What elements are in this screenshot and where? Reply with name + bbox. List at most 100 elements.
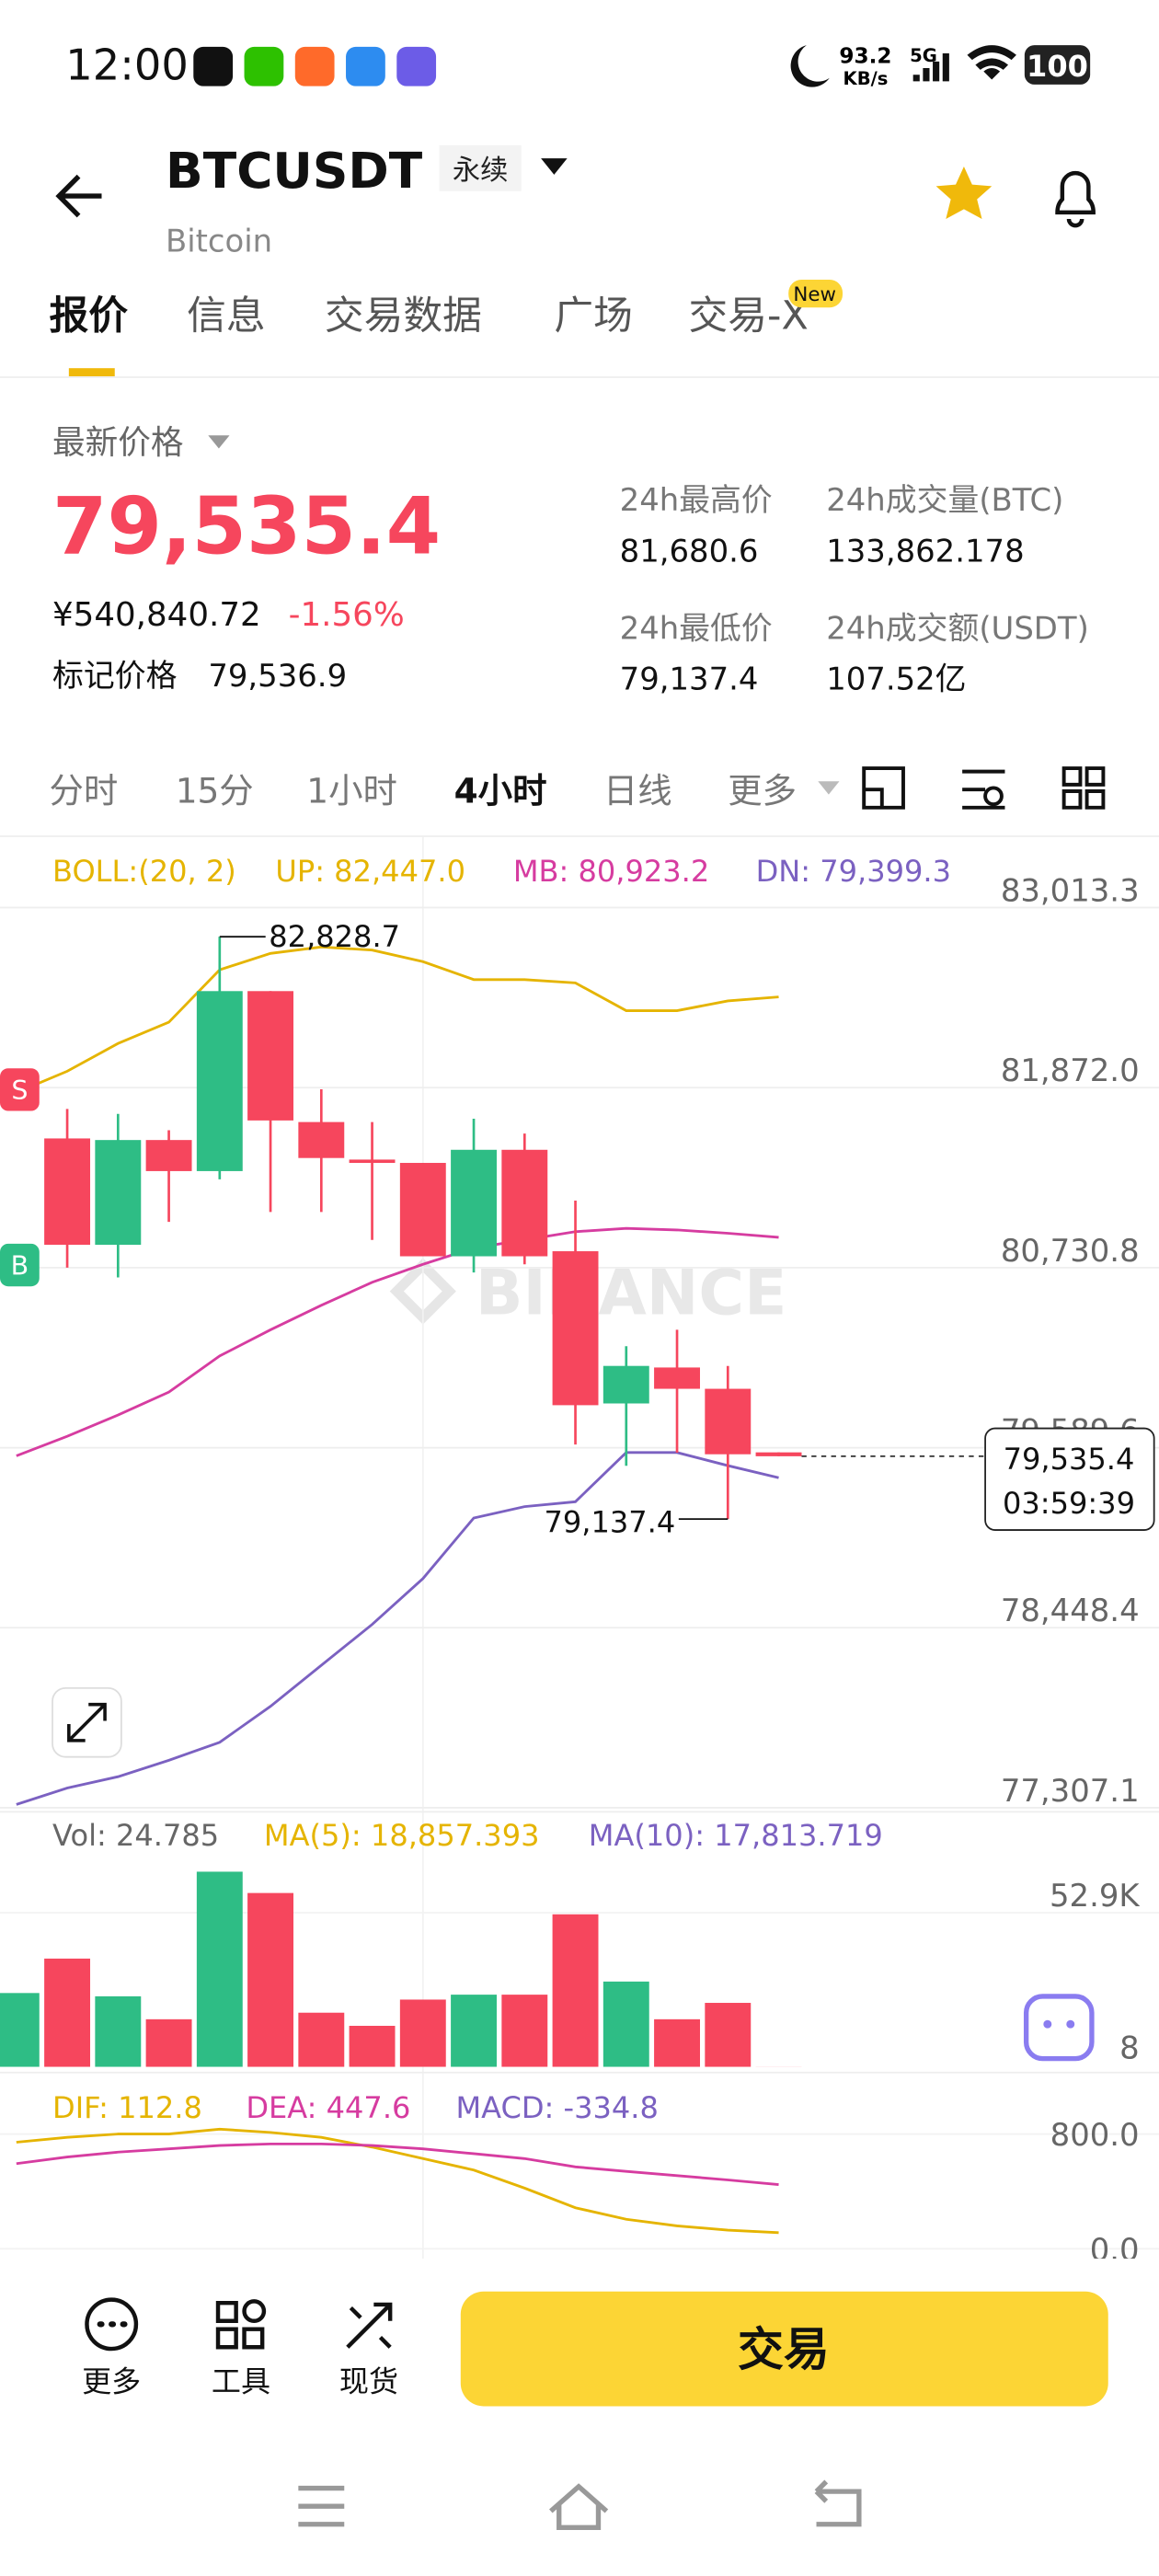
candle-body	[705, 1388, 752, 1455]
cny-price: ¥540,840.72	[52, 596, 261, 634]
buy-marker	[0, 1243, 40, 1287]
wifi-icon	[967, 45, 1016, 80]
y-tick-label: 8	[1119, 2030, 1140, 2066]
interval[interactable]: 更多	[728, 770, 797, 811]
symbol: BTCUSDT	[166, 142, 423, 200]
alert-bell[interactable]	[1055, 170, 1096, 228]
trade-button[interactable]	[460, 2291, 1108, 2407]
candle-body	[145, 1140, 192, 1171]
candle-body	[196, 991, 243, 1171]
interval[interactable]: 4小时	[454, 770, 547, 811]
volume-bar	[349, 2025, 396, 2067]
volume-bar	[95, 1995, 142, 2067]
macd-line	[16, 2142, 779, 2186]
battery-level: 100	[1027, 49, 1088, 84]
divider	[0, 376, 1159, 378]
bottom-label: 现货	[339, 2363, 398, 2398]
volume-bar	[0, 1993, 40, 2067]
volume-legend: MA(5): 18,857.393	[264, 1818, 540, 1853]
stat-label: 24h最低价	[620, 610, 773, 646]
trade-button-text: 交易	[738, 2323, 830, 2376]
nav-home[interactable]	[549, 2483, 609, 2530]
price-dropdown[interactable]	[208, 435, 230, 449]
assistant-eye	[1043, 2019, 1052, 2029]
candle-body	[552, 1251, 599, 1406]
volume-bar	[247, 1892, 294, 2067]
high-label: 82,828.7	[269, 919, 400, 954]
volume-bar	[44, 1958, 91, 2067]
countdown: 03:59:39	[1003, 1486, 1135, 1521]
boll-line	[16, 1451, 779, 1806]
candle-body	[247, 991, 294, 1121]
candle-body	[755, 1452, 802, 1456]
volume-legend: MA(10): 17,813.719	[589, 1818, 883, 1853]
indicator-icon	[983, 786, 1004, 807]
sell-marker-text: S	[11, 1075, 28, 1106]
more-dropdown[interactable]	[818, 781, 840, 795]
volume-bar	[602, 1981, 649, 2067]
candle-body	[349, 1159, 396, 1164]
low-label: 79,137.4	[544, 1504, 675, 1539]
interval[interactable]: 日线	[603, 770, 672, 811]
interval[interactable]: 分时	[49, 770, 118, 811]
symbol-dropdown[interactable]	[541, 158, 568, 175]
mark-label: 标记价格	[52, 658, 178, 694]
app-icon	[193, 46, 234, 86]
new-badge	[788, 279, 843, 308]
macd-legend: MACD: -334.8	[455, 2090, 658, 2125]
app-icon	[294, 46, 335, 86]
assistant-icon[interactable]	[1023, 1994, 1095, 2062]
expand-icon	[67, 1702, 107, 1742]
tab[interactable]: 信息	[187, 293, 266, 339]
battery	[1024, 45, 1091, 85]
nav-back[interactable]	[814, 2479, 862, 2527]
candle-body	[95, 1140, 142, 1246]
indicator-icon[interactable]	[962, 769, 1005, 810]
mark-price: 79,536.9	[208, 658, 347, 694]
volume-bar	[654, 2018, 700, 2067]
back-button[interactable]	[55, 174, 102, 218]
tab[interactable]: 交易数据	[325, 293, 482, 339]
stat-value: 79,137.4	[620, 661, 759, 697]
chart-tool-icon[interactable]	[862, 766, 905, 810]
divider	[0, 2071, 1159, 2074]
last-price-box	[984, 1427, 1155, 1531]
net-unit: KB/s	[843, 68, 889, 89]
candle-body	[501, 1149, 548, 1257]
interval[interactable]: 15分	[176, 770, 254, 811]
y-tick-label: 800.0	[1050, 2117, 1140, 2153]
tab[interactable]: 交易-X	[689, 293, 809, 339]
clock: 12:00	[65, 40, 189, 90]
asset-name: Bitcoin	[166, 224, 272, 259]
favorite-star[interactable]	[935, 166, 993, 220]
tab[interactable]: 广场	[554, 293, 633, 339]
bottom-label: 工具	[212, 2363, 270, 2398]
spot-icon[interactable]	[346, 2302, 393, 2349]
volume-bar	[501, 1995, 548, 2067]
layout-icon[interactable]	[1061, 766, 1106, 810]
stat-label: 24h成交量(BTC)	[826, 482, 1063, 518]
volume-bar	[145, 2018, 192, 2067]
candle-body	[654, 1367, 700, 1389]
indicator-legend: BOLL:(20, 2)	[52, 854, 236, 889]
divider	[0, 835, 1159, 837]
tab[interactable]: 报价	[49, 293, 128, 339]
interval[interactable]: 1小时	[306, 770, 397, 811]
y-tick-label: 80,730.8	[1001, 1233, 1140, 1269]
app-icon	[396, 46, 437, 86]
tools-icon	[242, 2299, 267, 2323]
candle-body	[399, 1163, 446, 1257]
volume-bar	[552, 1914, 599, 2067]
new-badge-text: New	[793, 283, 836, 306]
tools-icon[interactable]	[215, 2300, 265, 2350]
macd-line	[16, 2127, 779, 2235]
indicator-legend: DN: 79,399.3	[756, 854, 951, 889]
contract-badge	[439, 144, 522, 191]
nav-menu[interactable]	[298, 2485, 345, 2527]
last-price-label: 79,535.4	[1004, 1442, 1135, 1477]
more-icon[interactable]	[85, 2297, 139, 2352]
stat-label: 24h成交额(USDT)	[826, 610, 1089, 646]
signal-icon	[912, 53, 949, 82]
tab-underline	[68, 368, 115, 377]
